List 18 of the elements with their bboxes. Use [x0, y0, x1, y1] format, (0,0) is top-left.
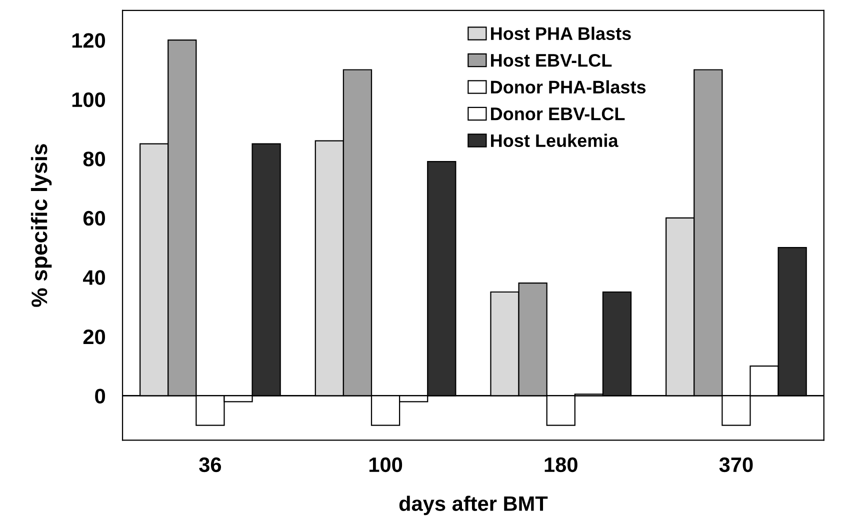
y-tick-label: 100: [72, 92, 106, 108]
y-axis-title: % specific lysis: [30, 144, 52, 307]
y-tick-label: 0: [95, 388, 106, 404]
legend-label: Host PHA Blasts: [491, 26, 631, 40]
x-tick-label: 180: [544, 457, 578, 472]
x-tick-label: 36: [199, 457, 222, 472]
x-tick-label: 100: [369, 457, 402, 472]
y-tick-label: 40: [83, 270, 106, 285]
legend-label: Donor PHA-Blasts: [491, 80, 646, 94]
legend-label: Donor EBV-LCL: [491, 107, 625, 120]
x-axis-title: days after BMT: [399, 496, 548, 516]
legend-label: Host Leukemia: [491, 134, 618, 148]
y-tick-label: 20: [83, 329, 106, 344]
y-tick-label: 60: [83, 210, 106, 226]
x-tick-label: 370: [719, 457, 753, 472]
legend-label: Host EBV-LCL: [491, 54, 612, 67]
y-tick-label: 80: [83, 152, 106, 166]
y-tick-label: 120: [72, 33, 106, 48]
